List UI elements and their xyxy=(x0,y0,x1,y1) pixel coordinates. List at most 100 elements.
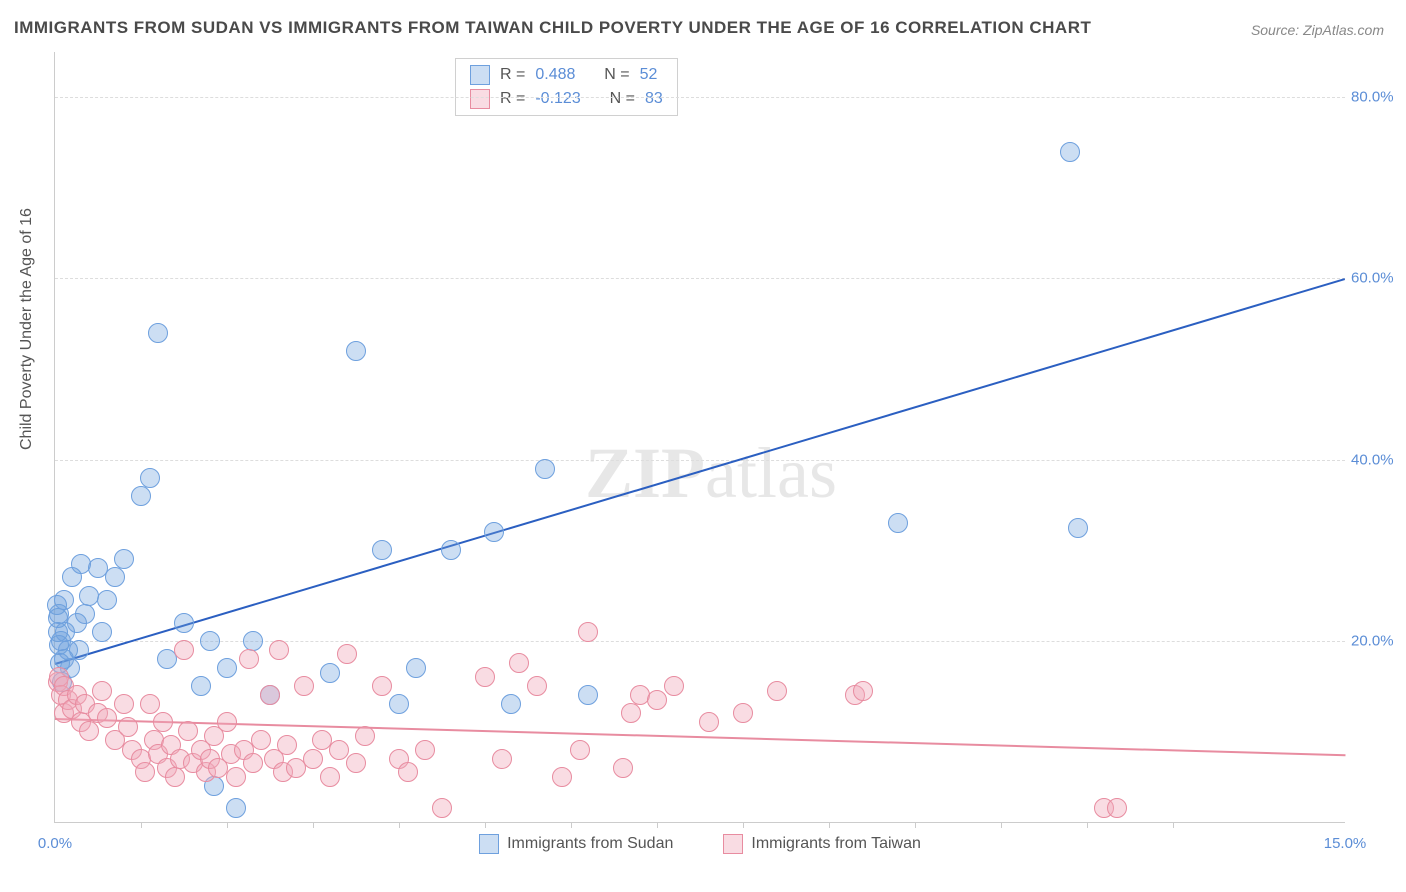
data-point xyxy=(699,712,719,732)
data-point xyxy=(527,676,547,696)
data-point xyxy=(647,690,667,710)
stats-legend: R = 0.488 N = 52 R = -0.123 N = 83 xyxy=(455,58,678,116)
legend-item-taiwan: Immigrants from Taiwan xyxy=(723,834,921,854)
data-point xyxy=(75,604,95,624)
data-point xyxy=(733,703,753,723)
data-point xyxy=(303,749,323,769)
data-point xyxy=(92,681,112,701)
data-point xyxy=(217,712,237,732)
gridline xyxy=(55,278,1345,279)
data-point xyxy=(346,341,366,361)
data-point xyxy=(372,540,392,560)
data-point xyxy=(320,663,340,683)
data-point xyxy=(217,658,237,678)
data-point xyxy=(277,735,297,755)
data-point xyxy=(552,767,572,787)
x-tick-mark xyxy=(141,822,142,828)
data-point xyxy=(174,613,194,633)
data-point xyxy=(153,712,173,732)
y-tick-label: 60.0% xyxy=(1351,270,1401,287)
data-point xyxy=(226,767,246,787)
gridline xyxy=(55,97,1345,98)
data-point xyxy=(97,590,117,610)
data-point xyxy=(475,667,495,687)
data-point xyxy=(148,323,168,343)
data-point xyxy=(320,767,340,787)
swatch-taiwan xyxy=(470,89,490,109)
data-point xyxy=(131,486,151,506)
x-tick-label: 0.0% xyxy=(38,835,72,852)
data-point xyxy=(191,676,211,696)
data-point xyxy=(105,567,125,587)
data-point xyxy=(613,758,633,778)
watermark: ZIPatlas xyxy=(585,432,837,515)
x-tick-mark xyxy=(1173,822,1174,828)
data-point xyxy=(406,658,426,678)
source-label: Source: ZipAtlas.com xyxy=(1251,22,1384,38)
data-point xyxy=(200,631,220,651)
data-point xyxy=(243,631,263,651)
y-tick-label: 40.0% xyxy=(1351,451,1401,468)
data-point xyxy=(509,653,529,673)
data-point xyxy=(114,549,134,569)
data-point xyxy=(54,590,74,610)
x-tick-mark xyxy=(1087,822,1088,828)
x-tick-mark xyxy=(313,822,314,828)
trend-line xyxy=(55,279,1346,666)
scatter-plot: ZIPatlas R = 0.488 N = 52 R = -0.123 N =… xyxy=(54,52,1345,823)
data-point xyxy=(432,798,452,818)
x-tick-mark xyxy=(743,822,744,828)
data-point xyxy=(767,681,787,701)
bottom-legend: Immigrants from Sudan Immigrants from Ta… xyxy=(55,834,1345,854)
data-point xyxy=(355,726,375,746)
data-point xyxy=(114,694,134,714)
chart-title: IMMIGRANTS FROM SUDAN VS IMMIGRANTS FROM… xyxy=(14,18,1091,38)
y-tick-label: 20.0% xyxy=(1351,632,1401,649)
data-point xyxy=(178,721,198,741)
data-point xyxy=(389,694,409,714)
data-point xyxy=(140,468,160,488)
legend-label-sudan: Immigrants from Sudan xyxy=(507,835,673,853)
x-tick-mark xyxy=(915,822,916,828)
data-point xyxy=(853,681,873,701)
swatch-sudan-bottom xyxy=(479,834,499,854)
data-point xyxy=(578,622,598,642)
data-point xyxy=(260,685,280,705)
swatch-sudan xyxy=(470,65,490,85)
data-point xyxy=(337,644,357,664)
data-point xyxy=(1068,518,1088,538)
data-point xyxy=(239,649,259,669)
data-point xyxy=(118,717,138,737)
data-point xyxy=(243,753,263,773)
gridline xyxy=(55,460,1345,461)
data-point xyxy=(535,459,555,479)
data-point xyxy=(69,640,89,660)
data-point xyxy=(570,740,590,760)
data-point xyxy=(226,798,246,818)
y-axis-label: Child Poverty Under the Age of 16 xyxy=(18,208,36,450)
stats-row-sudan: R = 0.488 N = 52 xyxy=(470,63,663,87)
data-point xyxy=(269,640,289,660)
data-point xyxy=(294,676,314,696)
data-point xyxy=(398,762,418,782)
data-point xyxy=(492,749,512,769)
data-point xyxy=(92,622,112,642)
x-tick-mark xyxy=(399,822,400,828)
data-point xyxy=(484,522,504,542)
data-point xyxy=(501,694,521,714)
stats-row-taiwan: R = -0.123 N = 83 xyxy=(470,87,663,111)
x-tick-mark xyxy=(571,822,572,828)
data-point xyxy=(578,685,598,705)
data-point xyxy=(372,676,392,696)
data-point xyxy=(664,676,684,696)
x-tick-mark xyxy=(1001,822,1002,828)
data-point xyxy=(415,740,435,760)
data-point xyxy=(97,708,117,728)
data-point xyxy=(346,753,366,773)
legend-label-taiwan: Immigrants from Taiwan xyxy=(751,835,921,853)
data-point xyxy=(329,740,349,760)
x-tick-mark xyxy=(829,822,830,828)
data-point xyxy=(251,730,271,750)
data-point xyxy=(441,540,461,560)
data-point xyxy=(621,703,641,723)
